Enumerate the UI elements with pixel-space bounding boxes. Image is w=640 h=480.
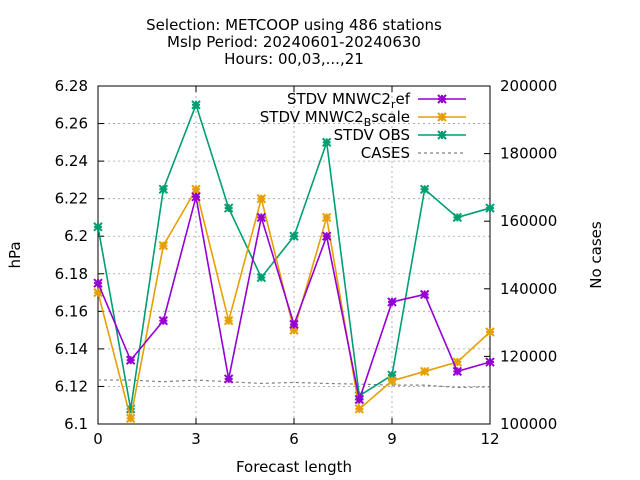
data-point (191, 192, 201, 202)
data-point (321, 137, 332, 148)
data-point (321, 212, 332, 223)
data-point (223, 374, 234, 384)
data-point (158, 184, 169, 194)
data-point (452, 212, 463, 223)
series-line-stdv-mnwc2-bscale (97, 187, 491, 419)
data-point (125, 413, 136, 424)
data-point (387, 297, 397, 307)
data-point (256, 212, 267, 223)
data-point (321, 231, 332, 241)
y2-tick-label: 140000 (500, 280, 557, 298)
y-tick-label: 6.26 (55, 115, 88, 133)
data-point (158, 240, 169, 251)
y-tick-label: 6.24 (55, 152, 88, 170)
x-tick-label: 0 (93, 430, 103, 448)
title-line: Selection: METCOOP using 486 stations (146, 16, 442, 34)
y-tick-label: 6.1 (64, 415, 88, 433)
y2-tick-label: 200000 (500, 77, 557, 95)
y-tick-label: 6.14 (55, 340, 88, 358)
data-point (125, 355, 136, 365)
y2-tick-label: 180000 (500, 145, 557, 163)
legend-marker (437, 94, 447, 104)
legend-label: CASES (361, 144, 410, 162)
y2-axis-label: No cases (587, 221, 605, 289)
data-point (354, 404, 365, 414)
data-point (289, 231, 299, 241)
y2-tick-label: 120000 (500, 347, 557, 365)
y2-tick-label: 160000 (500, 212, 557, 230)
series-line-cases (98, 379, 491, 389)
x-tick-label: 12 (480, 430, 499, 448)
data-point (191, 184, 201, 194)
data-point (223, 203, 234, 213)
x-tick-label: 6 (289, 430, 299, 448)
y-tick-label: 6.16 (55, 302, 88, 320)
data-point (93, 278, 103, 288)
data-point (419, 366, 430, 377)
legend-marker (437, 130, 447, 140)
axes: 0 3 6 9 12 6.1 6.12 6.14 6.16 6.18 6.2 6.22 6.24 6.26… (55, 77, 558, 448)
data-point (93, 222, 103, 232)
data-point (256, 272, 267, 283)
data-point (158, 316, 169, 326)
data-point (419, 184, 430, 194)
x-axis-label: Forecast length (236, 458, 352, 476)
data-point (256, 193, 267, 204)
y-tick-label: 6.18 (55, 265, 88, 283)
series-layer (93, 100, 495, 424)
legend-label: STDV OBS (334, 126, 410, 144)
x-tick-label: 3 (191, 430, 201, 448)
data-point (223, 316, 234, 326)
y-tick-label: 6.2 (64, 227, 88, 245)
legend-marker (437, 112, 447, 122)
grid (98, 86, 490, 424)
chart-title: Selection: METCOOP using 486 stationsMsl… (146, 16, 442, 68)
data-point (485, 357, 495, 367)
data-point (93, 287, 103, 298)
data-point (485, 327, 495, 337)
legend-label: STDV MNWC2ref (287, 90, 411, 111)
data-point (419, 289, 430, 300)
data-point (289, 319, 299, 330)
y2-tick-label: 100000 (500, 415, 557, 433)
data-point (485, 203, 495, 213)
legend-label: STDV MNWC2Bscale (260, 108, 410, 129)
y-tick-label: 6.28 (55, 77, 88, 95)
title-line: Hours: 00,03,...,21 (224, 50, 364, 68)
x-tick-label: 9 (387, 430, 397, 448)
y-axis-label: hPa (6, 241, 24, 268)
y-tick-label: 6.22 (55, 190, 88, 208)
data-point (452, 366, 463, 377)
data-point (387, 376, 397, 386)
y-tick-label: 6.12 (55, 377, 88, 395)
data-point (191, 100, 201, 110)
data-point (354, 394, 365, 405)
title-line: Mslp Period: 20240601-20240630 (167, 33, 421, 51)
